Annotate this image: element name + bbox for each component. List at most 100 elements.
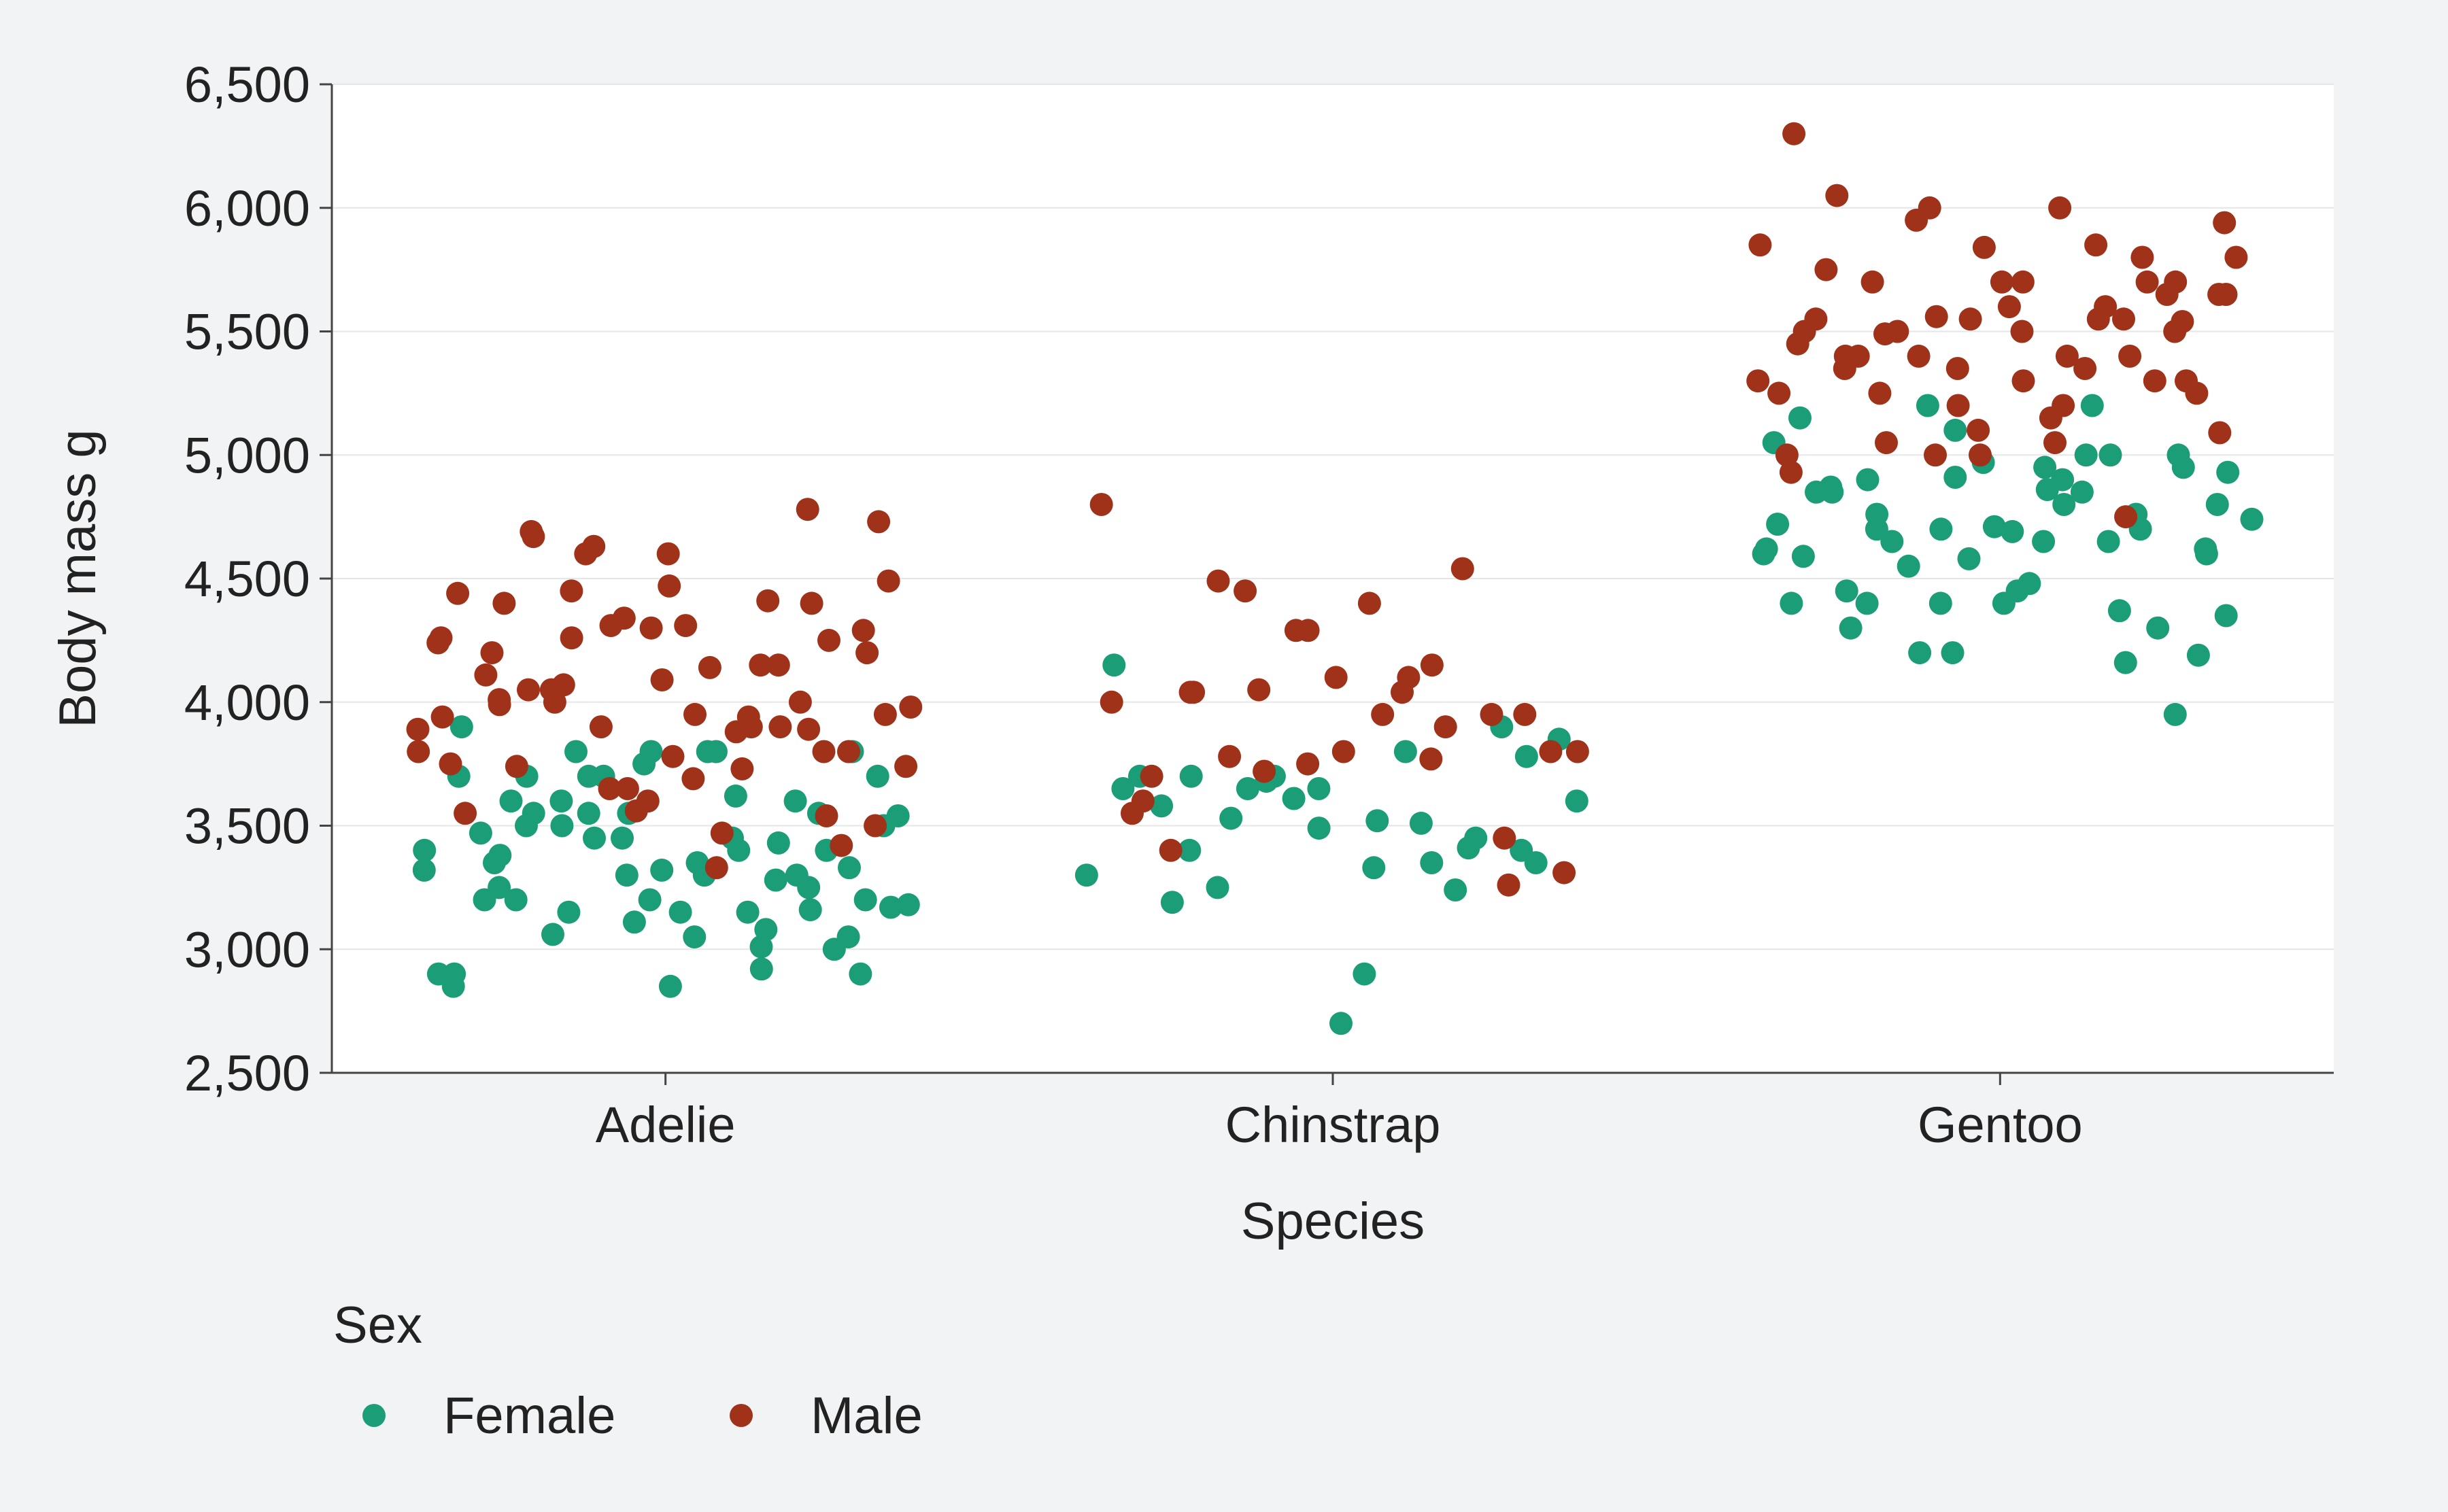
- data-point-female: [2171, 456, 2195, 479]
- data-point-female: [1835, 579, 1858, 603]
- data-point-female: [766, 831, 790, 855]
- data-point-female: [1329, 1012, 1353, 1035]
- data-point-male: [797, 717, 821, 741]
- data-point-male: [1218, 744, 1242, 768]
- y-tick-label: 6,000: [184, 180, 310, 237]
- data-point-male: [768, 715, 792, 739]
- data-point-male: [2048, 196, 2072, 220]
- data-point-female: [412, 858, 436, 882]
- data-point-female: [2146, 616, 2170, 640]
- data-point-male: [698, 655, 721, 679]
- data-point-female: [577, 802, 600, 825]
- data-point-male: [1397, 666, 1421, 689]
- data-point-male: [658, 574, 681, 598]
- data-point-male: [1100, 690, 1123, 714]
- data-point-female: [639, 740, 663, 763]
- data-point-male: [681, 767, 705, 791]
- data-point-male: [560, 579, 583, 603]
- data-point-male: [683, 702, 707, 726]
- data-point-female: [2074, 443, 2098, 467]
- data-point-female: [727, 838, 751, 862]
- data-point-male: [639, 616, 663, 640]
- data-point-male: [756, 589, 780, 613]
- data-point-male: [1182, 681, 1206, 704]
- data-point-female: [1464, 826, 1488, 850]
- data-point-female: [2052, 493, 2076, 516]
- data-point-male: [656, 542, 680, 566]
- data-point-female: [749, 957, 773, 981]
- y-tick-label: 5,000: [184, 427, 310, 483]
- data-point-male: [899, 695, 923, 719]
- data-point-male: [788, 690, 812, 714]
- data-point-male: [1958, 307, 1982, 331]
- data-point-male: [2094, 295, 2118, 319]
- data-point-male: [520, 519, 543, 543]
- data-point-female: [499, 789, 523, 813]
- data-point-female: [1393, 740, 1417, 763]
- data-point-male: [2208, 421, 2232, 445]
- data-point-male: [1513, 702, 1537, 726]
- data-point-male: [582, 534, 606, 558]
- data-point-male: [2112, 307, 2135, 331]
- data-point-male: [1450, 557, 1474, 581]
- data-point-male: [1539, 740, 1563, 763]
- legend-marker-female: [362, 1404, 386, 1427]
- data-point-male: [1357, 591, 1381, 615]
- y-tick-label: 6,500: [184, 56, 310, 113]
- data-point-male: [2011, 270, 2035, 294]
- y-axis-title: Body mass g: [49, 429, 107, 727]
- data-point-male: [407, 740, 430, 763]
- data-point-female: [1514, 744, 1538, 768]
- data-point-male: [766, 653, 790, 677]
- data-point-female: [1074, 863, 1098, 887]
- data-point-female: [622, 910, 646, 934]
- y-tick-label: 4,500: [184, 551, 310, 607]
- data-point-male: [2010, 320, 2034, 343]
- data-point-male: [661, 744, 685, 768]
- data-point-female: [1178, 838, 1202, 862]
- data-point-male: [1779, 460, 1803, 484]
- data-point-male: [1825, 184, 1849, 207]
- data-point-male: [867, 510, 891, 534]
- data-point-female: [668, 900, 692, 924]
- data-point-female: [1941, 641, 1965, 665]
- data-point-male: [710, 821, 734, 845]
- data-point-female: [2216, 460, 2240, 484]
- data-point-female: [1897, 554, 1920, 578]
- x-tick-label: Adelie: [596, 1097, 736, 1153]
- data-point-male: [1420, 653, 1444, 677]
- data-point-male: [429, 626, 453, 650]
- data-point-female: [1307, 817, 1331, 840]
- data-point-female: [449, 715, 473, 739]
- data-point-male: [1886, 320, 1909, 343]
- data-point-male: [1775, 443, 1799, 467]
- data-point-female: [2186, 643, 2210, 667]
- data-point-female: [2033, 456, 2057, 479]
- data-point-male: [873, 702, 897, 726]
- x-axis-ticks: Adelie Chinstrap Gentoo: [596, 1073, 2083, 1153]
- data-point-female: [1982, 515, 2006, 538]
- data-point-female: [1524, 851, 1548, 874]
- data-point-female: [550, 814, 574, 838]
- data-point-male: [615, 777, 639, 800]
- data-point-male: [1918, 196, 1941, 220]
- data-point-female: [1565, 789, 1588, 813]
- data-point-female: [1362, 856, 1386, 880]
- legend-title: Sex: [333, 1296, 422, 1354]
- data-point-female: [853, 888, 877, 912]
- data-point-female: [1916, 394, 1939, 417]
- data-point-male: [812, 740, 836, 763]
- data-point-female: [849, 962, 872, 986]
- legend-marker-male: [730, 1404, 753, 1427]
- data-point-male: [830, 834, 853, 857]
- data-point-female: [488, 844, 512, 867]
- data-point-female: [2214, 604, 2238, 628]
- data-point-male: [2118, 344, 2142, 368]
- data-point-male: [1565, 740, 1589, 763]
- data-point-female: [1908, 641, 1932, 665]
- data-point-male: [894, 755, 918, 778]
- data-point-female: [749, 935, 773, 959]
- data-point-male: [560, 626, 583, 650]
- data-point-female: [522, 802, 545, 825]
- data-point-male: [446, 581, 470, 605]
